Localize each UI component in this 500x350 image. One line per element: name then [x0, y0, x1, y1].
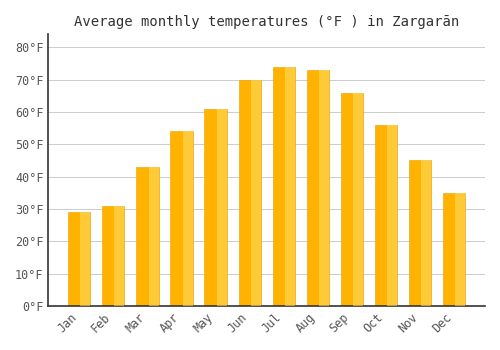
- Bar: [102, 206, 124, 306]
- FancyBboxPatch shape: [353, 92, 363, 306]
- Bar: [170, 131, 192, 306]
- FancyBboxPatch shape: [455, 193, 465, 306]
- FancyBboxPatch shape: [148, 167, 158, 306]
- Bar: [272, 66, 295, 306]
- Bar: [238, 79, 260, 306]
- FancyBboxPatch shape: [387, 125, 397, 306]
- FancyBboxPatch shape: [80, 212, 90, 306]
- Bar: [136, 167, 158, 306]
- Bar: [375, 125, 397, 306]
- Bar: [68, 212, 90, 306]
- FancyBboxPatch shape: [182, 131, 192, 306]
- FancyBboxPatch shape: [319, 70, 329, 306]
- Bar: [341, 92, 363, 306]
- Bar: [306, 70, 329, 306]
- FancyBboxPatch shape: [251, 79, 260, 306]
- FancyBboxPatch shape: [285, 66, 295, 306]
- Bar: [204, 108, 227, 306]
- Title: Average monthly temperatures (°F ) in Zargarān: Average monthly temperatures (°F ) in Za…: [74, 15, 460, 29]
- Bar: [443, 193, 465, 306]
- FancyBboxPatch shape: [216, 108, 226, 306]
- Bar: [409, 160, 431, 306]
- FancyBboxPatch shape: [421, 160, 431, 306]
- FancyBboxPatch shape: [114, 206, 124, 306]
